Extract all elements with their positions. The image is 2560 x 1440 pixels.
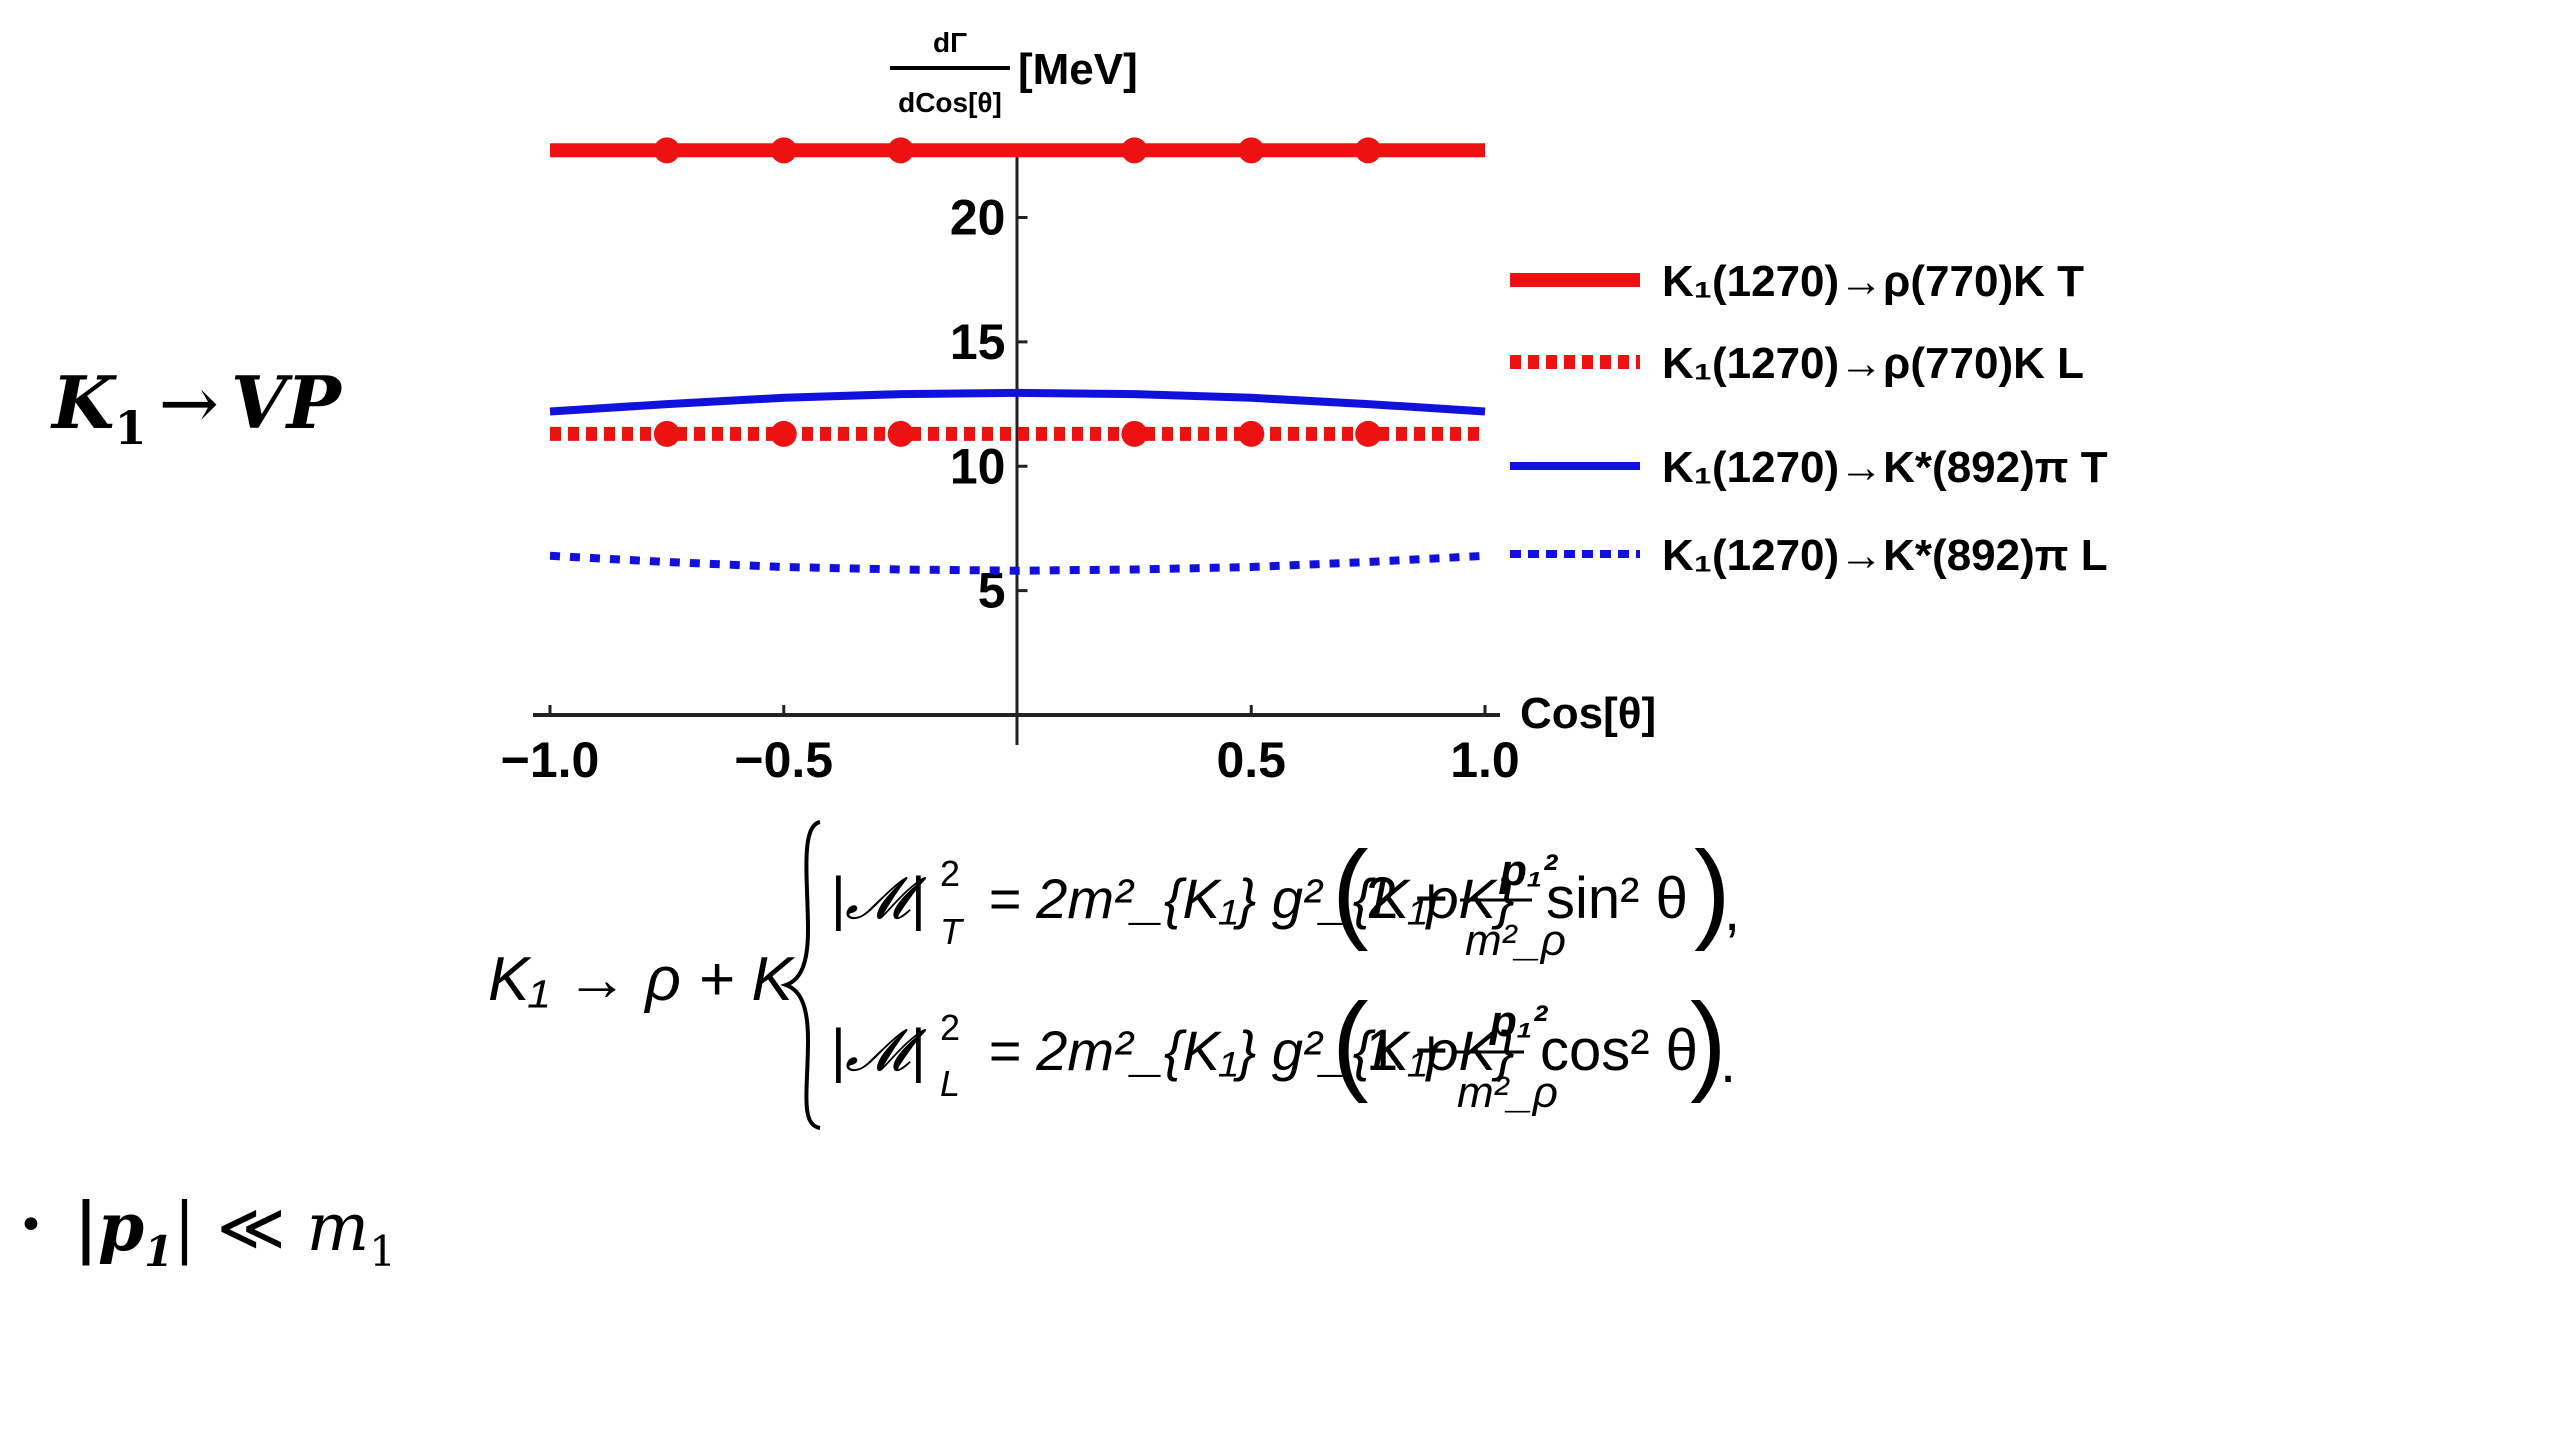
series-line-3 bbox=[549, 388, 1486, 416]
eq2-denominator: m²_ρ bbox=[1457, 1068, 1558, 1117]
legend-label: K₁(1270)→ρ(770)K T bbox=[1662, 257, 2084, 306]
series-point bbox=[1121, 137, 1148, 164]
y-tick-label: 10 bbox=[950, 438, 1006, 494]
eq1-amplitude: |𝓜| bbox=[830, 866, 927, 931]
eq2-const: 1 + bbox=[1366, 1018, 1448, 1083]
eq1-numerator: p₁² bbox=[1499, 846, 1558, 895]
series-point bbox=[653, 137, 680, 164]
series-point bbox=[887, 137, 914, 164]
x-tick-label: 0.5 bbox=[1216, 732, 1286, 788]
x-ticks: −1.0 −0.5 0.5 1.0 bbox=[501, 705, 1520, 788]
amplitude-equations: K₁ → ρ + K |𝓜| 2 T = 2m²_{K₁} g²_{K₁ρK} … bbox=[488, 820, 1740, 1130]
eq1-comma: , bbox=[1724, 878, 1740, 943]
eq2-polarization: L bbox=[940, 1063, 960, 1104]
series-point bbox=[1121, 420, 1148, 447]
equation-lhs: K₁ → ρ + K bbox=[488, 945, 796, 1014]
series-layer bbox=[549, 137, 1486, 575]
series-point bbox=[887, 420, 914, 447]
x-tick-label: −1.0 bbox=[501, 732, 600, 788]
eq2-trig: cos² θ bbox=[1540, 1018, 1698, 1083]
legend-label: K₁(1270)→K*(892)π L bbox=[1662, 531, 2108, 580]
eq1-const: 2 + bbox=[1366, 866, 1448, 931]
y-axis-label-denominator: dCos[θ] bbox=[898, 87, 1002, 118]
series-point bbox=[1355, 137, 1382, 164]
x-tick-label: 1.0 bbox=[1450, 732, 1520, 788]
eq1-coupling: = 2m²_{K₁} g²_{K₁ρK} bbox=[988, 867, 1515, 930]
eq1-polarization: T bbox=[940, 911, 965, 952]
series-point bbox=[1355, 420, 1382, 447]
legend: K₁(1270)→ρ(770)K T K₁(1270)→ρ(770)K L K₁(1… bbox=[1510, 257, 2108, 580]
series-point bbox=[653, 420, 680, 447]
equation-transverse: |𝓜| 2 T = 2m²_{K₁} g²_{K₁ρK} ( 2 + p₁² m… bbox=[830, 829, 1740, 965]
series-point bbox=[1238, 420, 1265, 447]
legend-label: K₁(1270)→ρ(770)K L bbox=[1662, 339, 2084, 388]
y-axis-label-numerator: dΓ bbox=[933, 27, 967, 58]
eq1-denominator: m²_ρ bbox=[1465, 916, 1566, 965]
x-axis-label: Cos[θ] bbox=[1520, 689, 1656, 738]
eq2-period: . bbox=[1720, 1030, 1736, 1095]
eq2-paren-close: ) bbox=[1690, 981, 1727, 1104]
legend-label: K₁(1270)→K*(892)π T bbox=[1662, 443, 2108, 492]
eq2-coupling: = 2m²_{K₁} g²_{K₁ρK} bbox=[988, 1019, 1515, 1082]
y-tick-label: 20 bbox=[950, 190, 1006, 246]
eq1-paren-close: ) bbox=[1694, 829, 1731, 952]
eq2-amplitude: |𝓜| bbox=[830, 1018, 927, 1083]
eq2-power: 2 bbox=[940, 1007, 960, 1048]
x-tick-label: −0.5 bbox=[734, 732, 833, 788]
eq1-power: 2 bbox=[940, 853, 960, 894]
eq2-numerator: p₁² bbox=[1489, 997, 1548, 1046]
y-tick-label: 15 bbox=[950, 314, 1006, 370]
equation-brace bbox=[780, 820, 821, 1130]
slide-heading: K1 → VP bbox=[52, 360, 341, 455]
assumption-bullet: • |p1| ≪ m1 bbox=[18, 1188, 396, 1276]
series-point bbox=[770, 137, 797, 164]
y-axis-label-unit: [MeV] bbox=[1018, 45, 1138, 94]
equation-longitudinal: |𝓜| 2 L = 2m²_{K₁} g²_{K₁ρK} ( 1 + p₁² m… bbox=[830, 981, 1736, 1117]
series-line-4 bbox=[549, 551, 1486, 575]
series-point bbox=[770, 420, 797, 447]
eq2-paren-open: ( bbox=[1332, 981, 1369, 1104]
series-point bbox=[1238, 137, 1265, 164]
eq1-trig: sin² θ bbox=[1546, 866, 1688, 931]
eq1-paren-open: ( bbox=[1332, 829, 1369, 952]
